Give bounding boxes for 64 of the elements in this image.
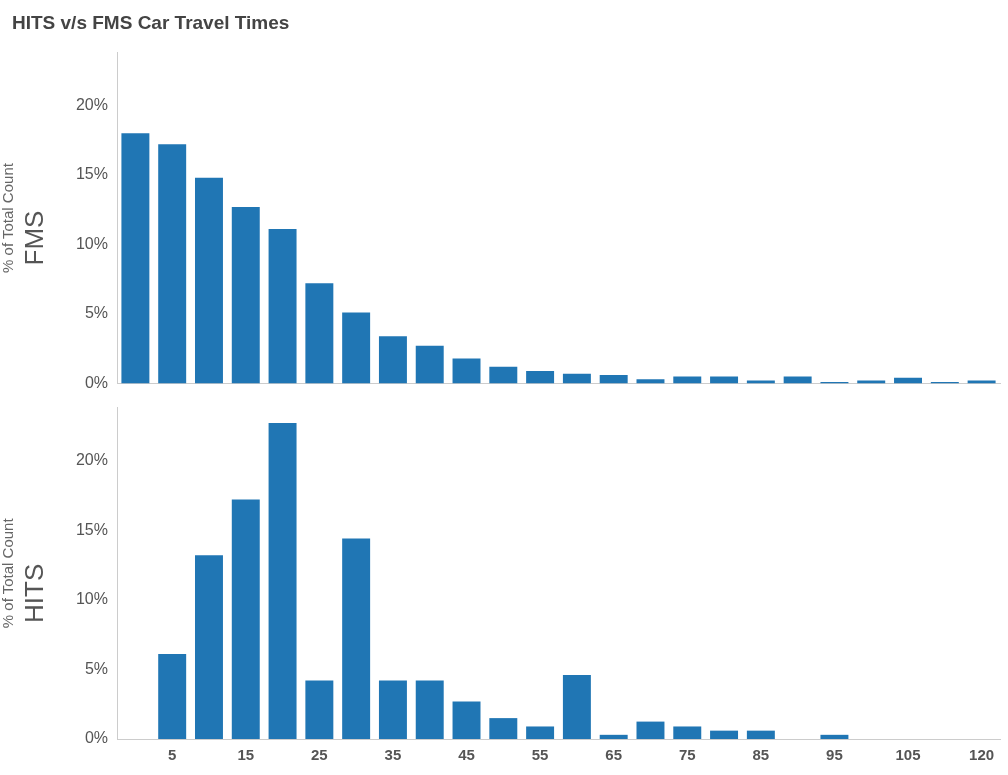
bar bbox=[673, 726, 702, 739]
bar bbox=[158, 654, 187, 739]
bar bbox=[489, 366, 518, 384]
bar bbox=[195, 555, 223, 739]
bar bbox=[489, 718, 518, 739]
bar bbox=[562, 373, 591, 384]
bar bbox=[746, 730, 775, 739]
y-axis-title: % of Total Count bbox=[0, 162, 17, 273]
bar bbox=[268, 229, 297, 384]
bar bbox=[636, 379, 665, 384]
x-tick-label: 65 bbox=[605, 746, 623, 764]
bar bbox=[195, 177, 223, 384]
y-axis-title: % of Total Count bbox=[0, 517, 17, 629]
text: FMS bbox=[19, 210, 50, 266]
y-tick-label: 5% bbox=[84, 659, 108, 677]
x-tick-label: 25 bbox=[311, 746, 328, 764]
bar bbox=[378, 336, 407, 384]
bar bbox=[894, 377, 922, 384]
y-tick-label: 0% bbox=[84, 373, 108, 391]
bar bbox=[415, 680, 444, 739]
bar bbox=[305, 283, 334, 384]
y-tick-label: 15% bbox=[75, 165, 108, 183]
bar bbox=[783, 376, 812, 384]
bar bbox=[268, 422, 297, 739]
bar bbox=[231, 206, 260, 384]
bar bbox=[820, 734, 849, 739]
y-tick-label: 15% bbox=[75, 520, 108, 538]
bar bbox=[452, 358, 481, 384]
bar bbox=[342, 312, 371, 384]
y-tick-label: 5% bbox=[84, 304, 108, 322]
bar bbox=[121, 133, 150, 384]
bar bbox=[599, 375, 628, 384]
bar bbox=[710, 376, 739, 384]
x-tick-label: 120 bbox=[969, 746, 995, 764]
bar bbox=[415, 345, 444, 384]
x-tick-label: 5 bbox=[168, 746, 177, 764]
bar bbox=[452, 701, 481, 739]
y-tick-label: 10% bbox=[75, 590, 108, 608]
bar bbox=[305, 680, 334, 739]
bar bbox=[342, 538, 371, 739]
bar bbox=[673, 376, 702, 384]
x-tick-label: 105 bbox=[895, 746, 921, 764]
x-tick-label: 35 bbox=[384, 746, 402, 764]
x-tick-label: 55 bbox=[531, 746, 549, 764]
chart-title: HITS v/s FMS Car Travel Times bbox=[12, 12, 290, 34]
bar bbox=[158, 144, 187, 384]
bar bbox=[526, 726, 555, 739]
bar bbox=[710, 730, 739, 739]
x-tick-label: 85 bbox=[752, 746, 770, 764]
bar bbox=[636, 721, 665, 739]
bar bbox=[378, 680, 407, 739]
y-tick-label: 20% bbox=[75, 450, 108, 468]
x-tick-label: 75 bbox=[678, 746, 696, 764]
x-tick-label: 95 bbox=[826, 746, 843, 764]
y-tick-label: 20% bbox=[75, 95, 108, 113]
x-tick-label: 15 bbox=[237, 746, 255, 764]
y-tick-label: 0% bbox=[84, 729, 108, 747]
bar bbox=[599, 734, 628, 739]
y-tick-label: 10% bbox=[75, 234, 108, 252]
bar bbox=[231, 499, 260, 739]
x-tick-label: 45 bbox=[458, 746, 475, 764]
bar bbox=[562, 674, 591, 739]
bar bbox=[526, 370, 555, 384]
text: HITS bbox=[19, 563, 50, 623]
